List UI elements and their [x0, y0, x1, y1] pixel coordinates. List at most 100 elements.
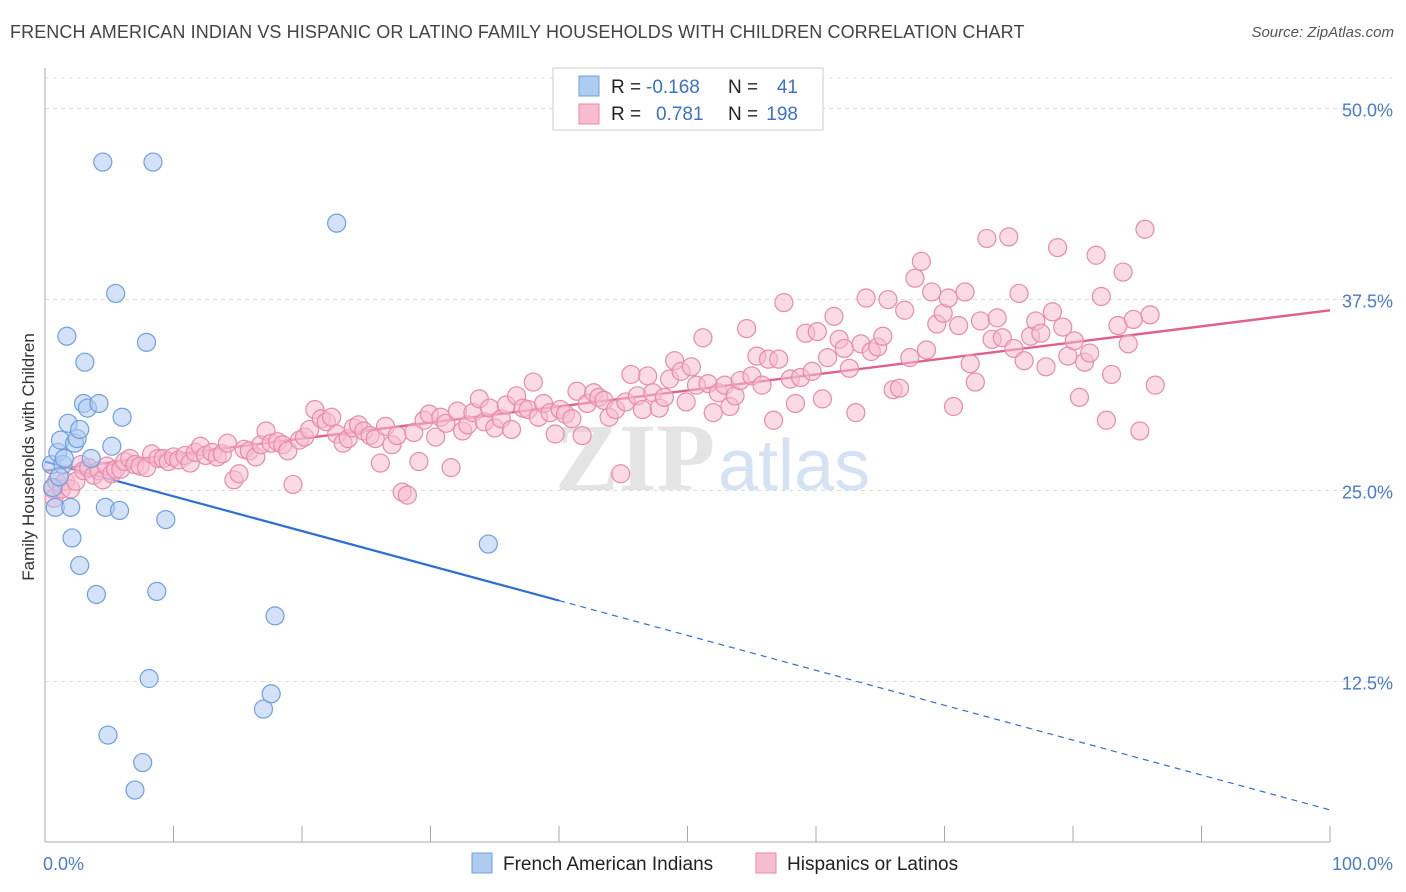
legend-n-label-1: N = — [728, 77, 758, 98]
point-french-american-indian-10 — [62, 528, 82, 548]
point-hispanic-latino-204 — [1135, 219, 1155, 239]
legend-n-value-2: 198 — [766, 104, 798, 125]
point-french-american-indian-34 — [253, 699, 274, 719]
point-french-american-indian-13 — [70, 555, 90, 576]
legend-swatch-pink — [578, 103, 600, 125]
bottom-legend-blue-label: French American Indians — [503, 854, 713, 875]
point-french-american-indian-33 — [156, 509, 176, 530]
point-french-american-indian-22 — [98, 725, 118, 745]
point-french-american-indian-32 — [147, 581, 167, 602]
point-hispanic-latino-153 — [856, 288, 876, 308]
point-hispanic-latino-147 — [824, 306, 844, 326]
chart-title: FRENCH AMERICAN INDIAN VS HISPANIC OR LA… — [10, 22, 1025, 42]
point-hispanic-latino-185 — [1031, 323, 1051, 343]
point-hispanic-latino-181 — [1009, 283, 1029, 304]
legend-r-value-1: -0.168 — [646, 77, 700, 98]
point-hispanic-latino-175 — [977, 228, 997, 249]
point-hispanic-latino-161 — [900, 348, 920, 368]
point-french-american-indian-39 — [49, 467, 69, 487]
bottom-legend: French American Indians Hispanics or Lat… — [471, 852, 958, 875]
point-hispanic-latino-188 — [1047, 238, 1068, 258]
point-hispanic-latino-38 — [229, 464, 249, 484]
bottom-legend-pink-label: Hispanics or Latinos — [787, 854, 958, 875]
point-hispanic-latino-165 — [922, 282, 942, 302]
point-hispanic-latino-146 — [817, 348, 838, 368]
y-tick-label-3: 50.0% — [1342, 101, 1393, 121]
point-hispanic-latino-177 — [987, 308, 1007, 328]
point-french-american-indian-28 — [133, 752, 153, 773]
axes — [44, 68, 1331, 843]
point-hispanic-latino-121 — [681, 357, 701, 377]
y-tick-label-0: 12.5% — [1342, 674, 1393, 694]
point-french-american-indian-6 — [54, 448, 74, 469]
point-hispanic-latino-201 — [1118, 334, 1138, 354]
point-french-american-indian-8 — [57, 326, 77, 346]
point-french-american-indian-30 — [139, 668, 159, 689]
point-hispanic-latino-168 — [938, 288, 958, 308]
point-hispanic-latino-144 — [807, 322, 827, 342]
point-hispanic-latino-160 — [895, 300, 915, 320]
point-hispanic-latino-67 — [387, 425, 407, 446]
point-hispanic-latino-150 — [839, 358, 860, 378]
point-hispanic-latino-195 — [1086, 245, 1106, 265]
point-hispanic-latino-179 — [999, 227, 1019, 247]
point-hispanic-latino-149 — [834, 338, 854, 359]
point-hispanic-latino-173 — [965, 372, 985, 392]
point-hispanic-latino-36 — [217, 433, 238, 453]
point-hispanic-latino-143 — [802, 361, 822, 381]
trend-line-french-american-indian-extension — [558, 599, 1331, 811]
point-hispanic-latino-48 — [283, 474, 303, 495]
point-hispanic-latino-134 — [752, 375, 772, 395]
point-hispanic-latino-206 — [1145, 375, 1165, 395]
point-hispanic-latino-71 — [409, 451, 429, 472]
legend-r-label-2: R = — [611, 104, 641, 125]
point-hispanic-latino-169 — [943, 396, 964, 417]
y-tick-label-2: 37.5% — [1342, 292, 1393, 312]
point-hispanic-latino-101 — [572, 425, 592, 446]
legend-swatch-blue — [578, 75, 600, 97]
point-hispanic-latino-151 — [846, 403, 866, 423]
point-hispanic-latino-125 — [703, 403, 723, 423]
point-hispanic-latino-171 — [955, 282, 975, 302]
legend-n-value-1: 41 — [777, 77, 798, 98]
point-hispanic-latino-180 — [1004, 338, 1024, 359]
point-hispanic-latino-156 — [873, 326, 893, 346]
point-hispanic-latino-92 — [523, 372, 543, 392]
point-french-american-indian-35 — [261, 684, 281, 704]
point-french-american-indian-18 — [86, 584, 107, 605]
point-hispanic-latino-194 — [1080, 343, 1100, 363]
point-hispanic-latino-96 — [545, 424, 565, 444]
top-legend: R = -0.168 N = 41 R = 0.781 N = 198 — [552, 67, 824, 131]
point-french-american-indian-17 — [81, 448, 101, 469]
point-french-american-indian-25 — [109, 500, 130, 521]
point-hispanic-latino-64 — [370, 453, 390, 473]
point-hispanic-latino-172 — [960, 354, 980, 374]
point-hispanic-latino-182 — [1014, 351, 1034, 371]
y-tick-label-1: 25.0% — [1342, 483, 1393, 503]
point-hispanic-latino-145 — [812, 389, 833, 409]
legend-r-label-1: R = — [611, 77, 641, 98]
point-hispanic-latino-70 — [404, 422, 424, 443]
point-hispanic-latino-77 — [441, 458, 461, 478]
y-axis-label: Family Households with Children — [19, 333, 38, 581]
point-hispanic-latino-191 — [1064, 331, 1084, 351]
source-label: Source: ZipAtlas.com — [1251, 24, 1394, 41]
point-hispanic-latino-192 — [1069, 387, 1090, 407]
point-hispanic-latino-99 — [562, 409, 582, 429]
point-hispanic-latino-108 — [611, 464, 631, 484]
point-french-american-indian-26 — [112, 407, 132, 427]
bottom-legend-swatch-blue — [471, 852, 493, 874]
point-hispanic-latino-131 — [737, 318, 757, 339]
point-hispanic-latino-55 — [321, 407, 342, 427]
point-french-american-indian-36 — [265, 606, 285, 626]
legend-r-value-2: 0.781 — [656, 104, 704, 125]
x-tick-label-0: 0.0% — [43, 854, 84, 874]
point-hispanic-latino-76 — [436, 413, 456, 433]
point-hispanic-latino-140 — [785, 393, 806, 414]
point-hispanic-latino-198 — [1101, 364, 1122, 385]
point-hispanic-latino-136 — [763, 410, 784, 430]
point-hispanic-latino-196 — [1091, 286, 1111, 307]
watermark-zip: ZIP — [555, 404, 715, 511]
point-french-american-indian-37 — [327, 213, 347, 233]
